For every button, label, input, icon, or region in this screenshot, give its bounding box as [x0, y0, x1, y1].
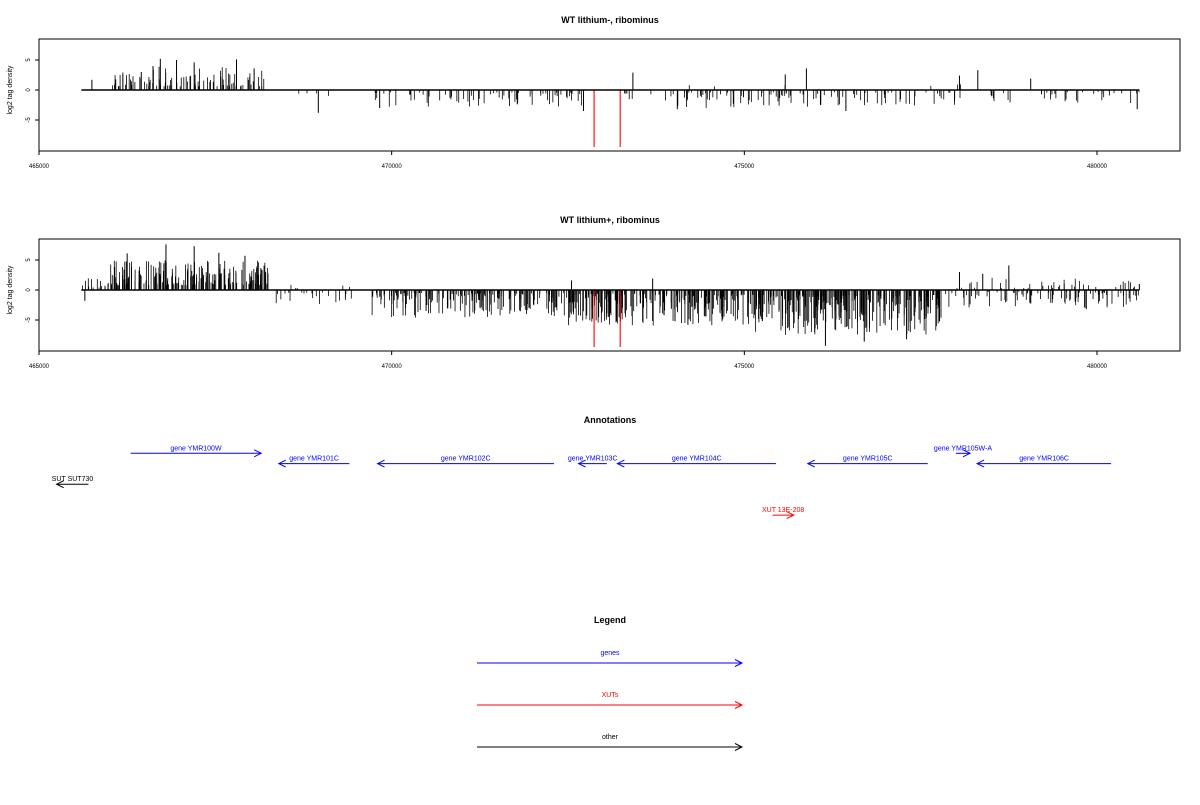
legend-item: other — [477, 734, 744, 751]
legend-label: XUTs — [602, 692, 619, 699]
annotation-features: gene YMR100W gene YMR101C gene YMR102C gene… — [52, 445, 1112, 520]
legend-section: Legend genes XUTs other — [477, 615, 744, 751]
feature-arrow-head — [962, 449, 972, 458]
panel-1-frame — [38, 38, 1181, 152]
panel-2-axes: 5 0 -5 465000 470000 475000 480000 — [26, 258, 1108, 370]
feature-arrow-head — [277, 459, 287, 468]
feature-arrow-head — [376, 459, 385, 468]
x-tick-label: 480000 — [1087, 364, 1108, 370]
annotations-title: Annotations — [584, 415, 637, 425]
panel-2-ylabel: log2 tag density — [7, 265, 14, 315]
y-tick-label: 5 — [26, 58, 32, 62]
y-tick-label: -5 — [26, 317, 32, 323]
feature-arrow-head — [253, 449, 263, 458]
feature-label: gene YMR105C — [843, 456, 893, 463]
feature-label: gene YMR106C — [1019, 456, 1069, 463]
feature-label: gene YMR104C — [672, 456, 722, 463]
y-tick-label: 5 — [26, 258, 32, 262]
annotation-feature: SUT SUT730 — [52, 476, 94, 489]
panel-1-ylabel: log2 tag density — [7, 65, 14, 115]
legend-arrow-head — [734, 701, 744, 709]
annotation-feature: gene YMR101C — [277, 456, 350, 468]
legend-label: genes — [600, 650, 620, 657]
y-tick-label: 0 — [26, 288, 32, 292]
legend-label: other — [602, 734, 619, 741]
annotation-feature: gene YMR104C — [616, 456, 777, 468]
y-tick-label: -5 — [26, 117, 32, 123]
legend-title: Legend — [594, 615, 626, 625]
feature-label: XUT 13E-208 — [762, 507, 804, 514]
panel-lithium-plus: WT lithium+, ribominus log2 tag density … — [7, 215, 1181, 370]
feature-arrow-head — [786, 511, 795, 520]
x-tick-label: 470000 — [382, 164, 403, 170]
feature-arrow-head — [806, 459, 816, 468]
x-tick-label: 480000 — [1087, 164, 1108, 170]
y-tick-label: 0 — [26, 88, 32, 92]
feature-label: gene YMR103C — [568, 456, 618, 463]
panel-1-axes: 5 0 -5 465000 470000 475000 480000 — [26, 58, 1108, 170]
x-tick-label: 475000 — [734, 164, 755, 170]
legend-item: genes — [477, 650, 744, 667]
feature-label: gene YMR100W — [170, 445, 222, 452]
x-tick-label: 470000 — [382, 364, 403, 370]
annotation-feature: XUT 13E-208 — [762, 507, 804, 520]
x-tick-label: 465000 — [29, 164, 50, 170]
annotation-feature: gene YMR105W-A — [934, 445, 992, 458]
panel-2-title: WT lithium+, ribominus — [560, 215, 660, 225]
panel-1-title: WT lithium-, ribominus — [561, 15, 659, 25]
annotation-feature: gene YMR102C — [376, 456, 554, 468]
feature-label: SUT SUT730 — [52, 476, 94, 483]
legend-arrow-head — [734, 743, 744, 751]
legend-arrow-head — [734, 659, 744, 667]
annotation-feature: gene YMR105C — [806, 456, 928, 468]
annotation-feature: gene YMR100W — [130, 445, 263, 458]
x-tick-label: 475000 — [734, 364, 755, 370]
panel-2-bars — [81, 244, 1140, 347]
panel-lithium-minus: WT lithium-, ribominus log2 tag density … — [7, 15, 1181, 170]
annotation-feature: gene YMR103C — [568, 456, 618, 468]
feature-arrow-head — [616, 459, 625, 468]
feature-arrow-head — [975, 459, 985, 468]
panel-2-frame — [38, 238, 1181, 352]
feature-arrow-head — [577, 459, 586, 468]
feature-label: gene YMR105W-A — [934, 445, 992, 452]
x-tick-label: 465000 — [29, 364, 50, 370]
feature-label: gene YMR102C — [441, 456, 491, 463]
legend-items: genes XUTs other — [477, 650, 744, 751]
feature-arrow-head — [55, 480, 64, 489]
legend-item: XUTs — [477, 692, 744, 709]
annotation-feature: gene YMR106C — [975, 456, 1112, 468]
feature-label: gene YMR101C — [289, 456, 339, 463]
panel-1-bars — [81, 58, 1140, 147]
